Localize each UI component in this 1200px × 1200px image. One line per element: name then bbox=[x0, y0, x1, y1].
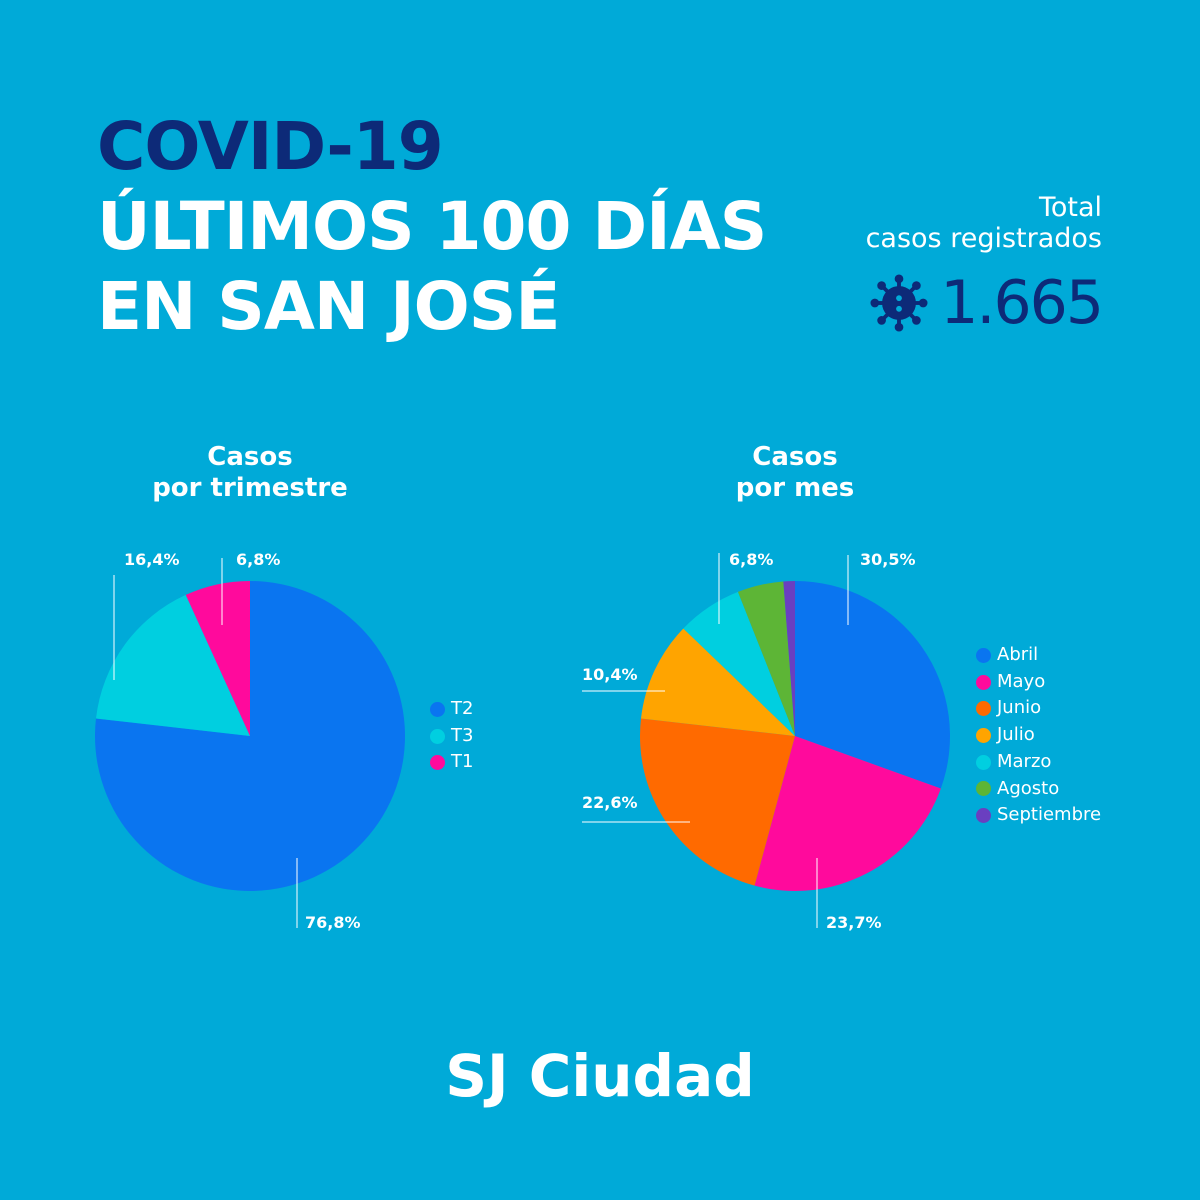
chart-title-line-2: por mes bbox=[735, 473, 855, 503]
data-label-junio: 22,6% bbox=[582, 793, 638, 812]
pie-slice-julio bbox=[640, 628, 795, 736]
pie-slice-t3 bbox=[95, 594, 250, 736]
legend-label: T1 bbox=[451, 751, 474, 773]
pie-slice-t1 bbox=[185, 581, 250, 736]
legend-mes: Abril Mayo Junio Julio Marzo Agosto Septiembre bbox=[976, 642, 1101, 829]
legend-swatch bbox=[430, 755, 445, 771]
pie-slice-marzo bbox=[683, 591, 795, 736]
total-value: 1.665 bbox=[940, 268, 1104, 338]
chart-title-mes: Casos por mes bbox=[645, 442, 945, 504]
legend-trimestre: T2 T3 T1 bbox=[430, 696, 473, 776]
legend-label: Abril bbox=[997, 644, 1039, 665]
chart-title-line-2: por trimestre bbox=[152, 473, 348, 503]
chart-title-line-1: Casos bbox=[207, 442, 293, 472]
data-label-mayo: 23,7% bbox=[826, 913, 882, 932]
title-line-2: ÚLTIMOS 100 DÍAS bbox=[97, 188, 767, 265]
legend-item-mayo: Mayo bbox=[976, 669, 1101, 696]
data-label-abril: 30,5% bbox=[860, 550, 916, 569]
data-label-t2: 76,8% bbox=[305, 913, 361, 932]
pie-slice-junio bbox=[640, 718, 795, 886]
legend-swatch bbox=[976, 754, 991, 770]
pie-slice-mayo bbox=[754, 736, 941, 891]
legend-swatch bbox=[430, 728, 445, 744]
legend-item-julio: Julio bbox=[976, 722, 1101, 749]
legend-swatch bbox=[976, 647, 991, 663]
chart-title-trimestre: Casos por trimestre bbox=[100, 442, 400, 504]
legend-item-marzo: Marzo bbox=[976, 749, 1101, 776]
data-label-t1: 6,8% bbox=[236, 550, 280, 569]
legend-item-abril: Abril bbox=[976, 642, 1101, 669]
legend-item-t2: T2 bbox=[430, 696, 473, 723]
legend-label: Agosto bbox=[997, 777, 1060, 799]
legend-swatch bbox=[976, 701, 991, 717]
legend-label: Septiembre bbox=[997, 804, 1102, 826]
title-line-3: EN SAN JOSÉ bbox=[97, 268, 560, 345]
legend-swatch bbox=[976, 781, 991, 797]
total-label-line-2: casos registrados bbox=[865, 223, 1102, 254]
data-label-marzo: 6,8% bbox=[729, 550, 773, 569]
total-label-line-1: Total bbox=[1038, 192, 1102, 223]
data-label-t3: 16,4% bbox=[124, 550, 180, 569]
total-cases: 1.665 bbox=[870, 268, 1104, 338]
pie-slice-septiembre bbox=[783, 581, 795, 736]
legend-label: Julio bbox=[997, 724, 1035, 746]
brand-logo: SJ Ciudad bbox=[445, 1042, 755, 1110]
legend-swatch bbox=[976, 674, 991, 690]
legend-item-septiembre: Septiembre bbox=[976, 802, 1101, 829]
legend-item-agosto: Agosto bbox=[976, 776, 1101, 803]
legend-swatch bbox=[976, 808, 991, 824]
legend-item-junio: Junio bbox=[976, 695, 1101, 722]
legend-item-t1: T1 bbox=[430, 749, 473, 776]
data-label-julio: 10,4% bbox=[582, 665, 638, 684]
legend-label: Junio bbox=[997, 697, 1042, 719]
legend-swatch bbox=[976, 727, 991, 743]
legend-label: Marzo bbox=[997, 750, 1052, 772]
chart-title-line-1: Casos bbox=[752, 442, 838, 472]
pie-slice-agosto bbox=[737, 581, 795, 736]
legend-label: T3 bbox=[451, 724, 474, 746]
virus-icon bbox=[870, 274, 928, 332]
legend-swatch bbox=[430, 701, 445, 717]
pie-slice-abril bbox=[795, 581, 950, 789]
legend-label: Mayo bbox=[997, 670, 1046, 692]
legend-item-t3: T3 bbox=[430, 723, 473, 750]
total-label: Total casos registrados bbox=[866, 192, 1102, 254]
legend-label: T2 bbox=[451, 698, 474, 719]
title-line-1: COVID-19 bbox=[97, 108, 444, 185]
